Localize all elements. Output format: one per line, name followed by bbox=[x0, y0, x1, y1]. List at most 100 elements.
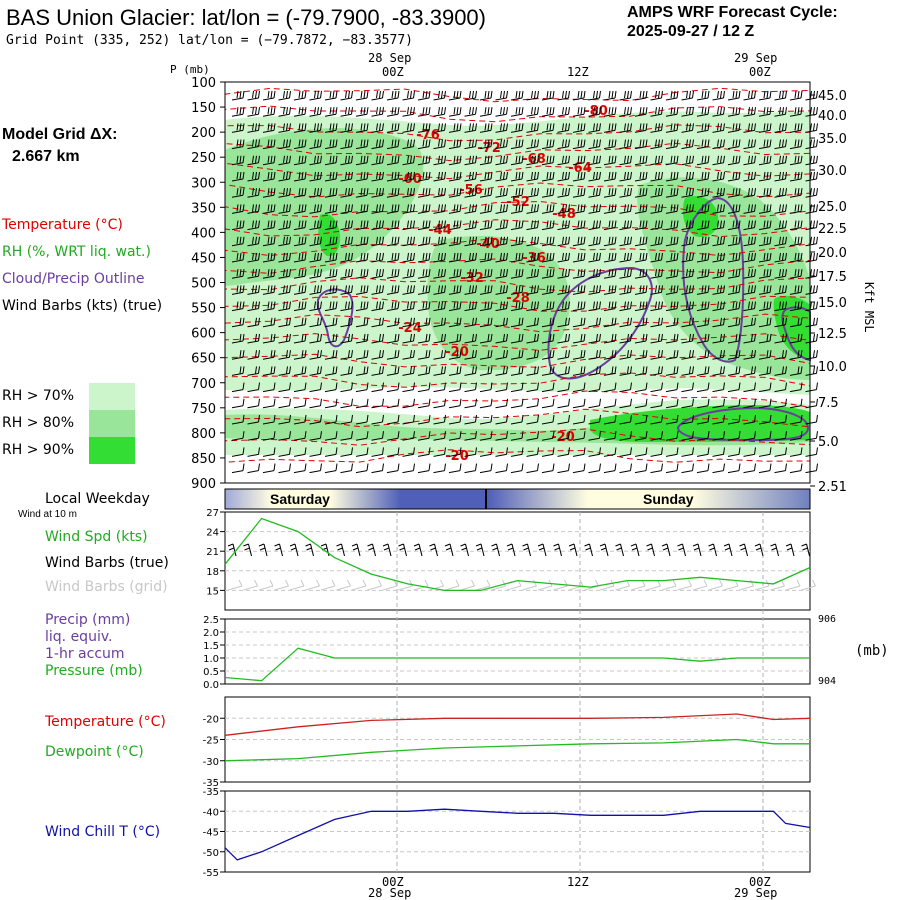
surface-wind-barb bbox=[630, 543, 640, 557]
cs-wind-barb bbox=[665, 285, 679, 295]
surface-wind-barb bbox=[754, 543, 764, 557]
cs-wind-barb bbox=[448, 171, 462, 182]
isotherm-line bbox=[224, 277, 811, 293]
cs-wind-barb bbox=[665, 188, 679, 198]
cs-wind-barb bbox=[572, 447, 586, 457]
cs-wind-barb bbox=[526, 382, 539, 393]
cs-wind-barb bbox=[247, 463, 260, 474]
cs-wind-barb bbox=[448, 188, 462, 198]
cs-wind-barb bbox=[479, 188, 493, 198]
cs-wind-barb bbox=[340, 317, 353, 328]
cs-wind-barb bbox=[433, 333, 446, 344]
weekday-saturday: Saturday bbox=[270, 491, 330, 507]
cs-wind-barb bbox=[603, 414, 617, 425]
rh80-region-2 bbox=[427, 236, 570, 371]
cs-wind-barb bbox=[650, 123, 663, 133]
precip-label: Precip (mm) bbox=[45, 612, 131, 628]
cs-wind-barb bbox=[355, 382, 369, 393]
cs-wind-barb bbox=[324, 333, 338, 344]
cs-wind-barb bbox=[727, 171, 741, 182]
pressure-tick-label: 400 bbox=[191, 226, 216, 241]
cs-wind-barb bbox=[696, 382, 710, 393]
cs-wind-barb bbox=[386, 90, 400, 101]
cs-wind-barb bbox=[774, 317, 787, 328]
cs-wind-barb bbox=[433, 252, 446, 263]
cs-wind-barb bbox=[495, 204, 508, 214]
cs-wind-barb bbox=[433, 90, 446, 101]
surface-wind-barb bbox=[770, 543, 779, 557]
wind-barbs-grid-label: Wind Barbs (grid) bbox=[45, 579, 168, 595]
cs-wind-barb bbox=[464, 204, 477, 214]
cs-wind-barb bbox=[526, 414, 539, 425]
cs-wind-barb bbox=[231, 236, 245, 247]
height-tick-label: 30.0 bbox=[818, 164, 847, 179]
cs-wind-barb bbox=[774, 301, 787, 312]
surface-wind-barb bbox=[429, 543, 438, 557]
cs-wind-barb bbox=[247, 317, 260, 328]
cs-wind-barb bbox=[541, 398, 555, 409]
cs-wind-barb bbox=[278, 123, 291, 133]
cs-wind-barb bbox=[588, 123, 601, 133]
cs-wind-barb bbox=[448, 317, 462, 328]
cs-wind-barb bbox=[619, 107, 632, 117]
cs-wind-barb bbox=[696, 350, 710, 360]
cs-wind-barb bbox=[247, 431, 260, 441]
surface-wind-barb bbox=[336, 543, 345, 557]
cs-wind-barb bbox=[665, 350, 679, 360]
cs-wind-barb bbox=[650, 317, 663, 328]
panel-ytick-label: 21 bbox=[206, 547, 219, 558]
cs-wind-barb bbox=[805, 414, 818, 425]
cs-wind-barb bbox=[464, 123, 477, 133]
cs-wind-barb bbox=[324, 171, 338, 182]
forecast-cycle-value: 2025-09-27 / 12 Z bbox=[627, 23, 755, 40]
cs-wind-barb bbox=[743, 333, 756, 344]
cs-wind-barb bbox=[588, 236, 601, 247]
cs-wind-barb bbox=[371, 90, 384, 101]
pressure-tick-label: 450 bbox=[191, 251, 216, 266]
cs-wind-barb bbox=[665, 139, 679, 150]
cs-wind-barb bbox=[293, 317, 307, 328]
cs-wind-barb bbox=[402, 350, 415, 360]
cs-wind-barb bbox=[495, 350, 508, 360]
cs-wind-barb bbox=[262, 382, 276, 393]
cs-wind-barb bbox=[355, 204, 369, 214]
cs-wind-barb bbox=[572, 107, 586, 117]
cs-wind-barb bbox=[805, 431, 818, 441]
cs-wind-barb bbox=[634, 398, 648, 409]
cs-wind-barb bbox=[805, 188, 818, 198]
cs-wind-barb bbox=[231, 301, 245, 312]
cs-wind-barb bbox=[448, 285, 462, 295]
cs-wind-barb bbox=[541, 285, 555, 295]
cs-wind-barb bbox=[402, 139, 415, 150]
cs-wind-barb bbox=[541, 204, 555, 214]
cs-wind-barb bbox=[433, 236, 446, 247]
surface-wind-barb bbox=[615, 543, 624, 557]
cs-wind-barb bbox=[712, 155, 725, 166]
weekday-bar bbox=[224, 488, 811, 510]
pressure-tick-label: 100 bbox=[191, 76, 216, 91]
cs-wind-barb bbox=[231, 252, 245, 263]
top-12z: 12Z bbox=[567, 65, 589, 79]
cs-wind-barb bbox=[417, 317, 431, 328]
cs-wind-barb bbox=[557, 285, 570, 295]
cs-wind-barb bbox=[603, 171, 617, 182]
height-tick-label: 25.0 bbox=[818, 200, 847, 215]
series-line bbox=[224, 808, 811, 861]
bottom-12z: 12Z bbox=[567, 875, 589, 889]
cs-wind-barb bbox=[309, 204, 322, 214]
cs-wind-barb bbox=[402, 398, 415, 409]
series-line bbox=[224, 647, 810, 682]
surface-wind-barb bbox=[413, 543, 423, 557]
cs-wind-barb bbox=[262, 220, 276, 231]
cs-wind-barb bbox=[340, 285, 353, 295]
cs-wind-barb bbox=[743, 155, 756, 166]
cs-wind-barb bbox=[712, 220, 725, 231]
cs-wind-barb bbox=[634, 252, 648, 263]
cs-wind-barb bbox=[247, 285, 260, 295]
cs-wind-barb bbox=[355, 431, 369, 441]
cs-wind-barb bbox=[526, 236, 539, 247]
cs-wind-barb bbox=[743, 107, 756, 117]
cs-wind-barb bbox=[355, 252, 369, 263]
cs-wind-barb bbox=[619, 220, 632, 231]
cs-wind-barb bbox=[479, 317, 493, 328]
